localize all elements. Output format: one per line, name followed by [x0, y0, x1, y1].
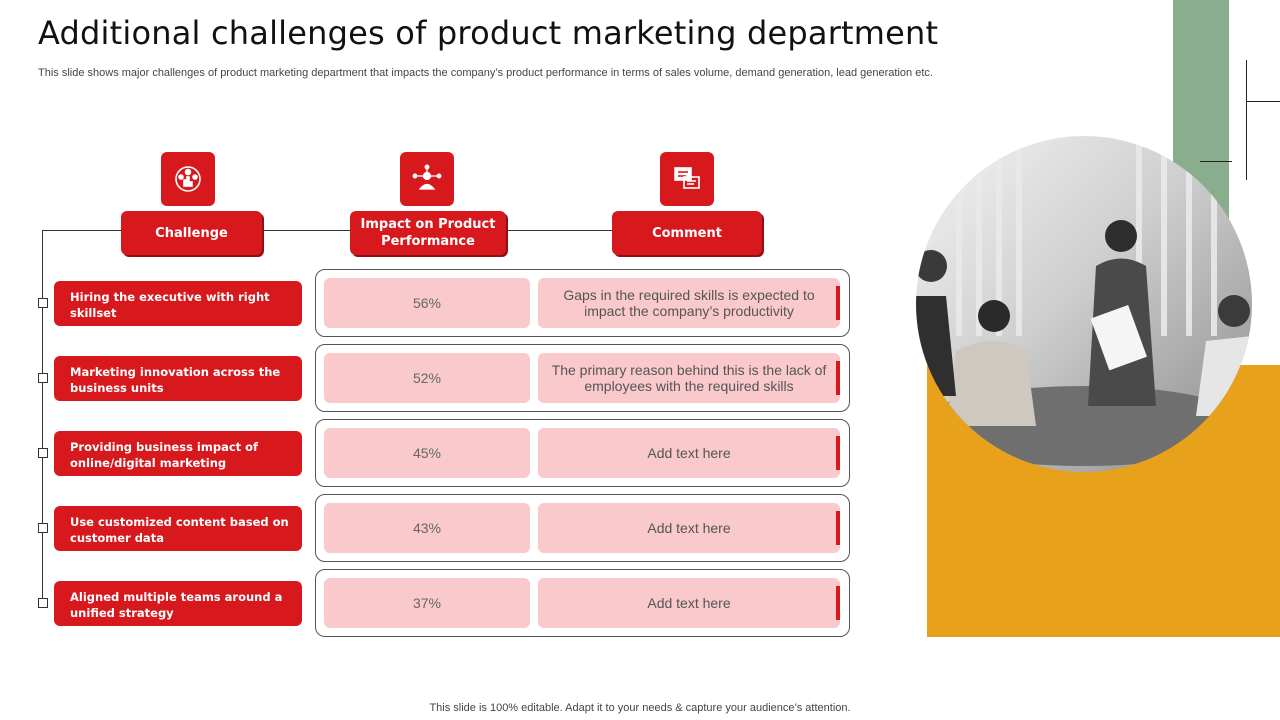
challenge-box: Marketing innovation across the business… — [54, 356, 302, 401]
impact-percent: 37% — [412, 595, 442, 611]
impact-percent-box: 43% — [324, 503, 530, 553]
header-impact: Impact on Product Performance — [350, 211, 506, 255]
challenge-text: Providing business impact of online/digi… — [70, 440, 259, 470]
decor-line-horizontal-1 — [1246, 101, 1280, 102]
comment-box: Add text here — [538, 428, 840, 478]
timeline-vertical-line — [42, 230, 43, 604]
decor-line-vertical — [1246, 60, 1247, 180]
network-person-icon — [400, 152, 454, 206]
row-marker — [38, 448, 48, 458]
comment-text: Add text here — [647, 445, 731, 461]
row-marker — [38, 373, 48, 383]
slide-subtitle: This slide shows major challenges of pro… — [38, 67, 933, 79]
impact-percent: 56% — [412, 295, 442, 311]
challenge-text: Hiring the executive with right skillset — [70, 290, 270, 320]
comment-box: Add text here — [538, 578, 840, 628]
comment-accent-bar — [836, 286, 840, 320]
challenge-box: Aligned multiple teams around a unified … — [54, 581, 302, 626]
comment-accent-bar — [836, 586, 840, 620]
impact-percent: 52% — [412, 370, 442, 386]
row-frame: 45% Add text here — [315, 419, 850, 487]
comment-box: The primary reason behind this is the la… — [538, 353, 840, 403]
challenge-text: Aligned multiple teams around a unified … — [70, 590, 283, 620]
comment-box: Gaps in the required skills is expected … — [538, 278, 840, 328]
comment-accent-bar — [836, 361, 840, 395]
comment-text: The primary reason behind this is the la… — [551, 362, 827, 394]
comment-text: Add text here — [647, 595, 731, 611]
comment-text: Add text here — [647, 520, 731, 536]
row-frame: 56% Gaps in the required skills is expec… — [315, 269, 850, 337]
slide-footer: This slide is 100% editable. Adapt it to… — [429, 702, 851, 714]
header-connector-right — [506, 230, 612, 231]
row-marker — [38, 523, 48, 533]
header-challenge-label: Challenge — [155, 225, 228, 241]
challenge-box: Use customized content based on customer… — [54, 506, 302, 551]
impact-percent: 43% — [412, 520, 442, 536]
comment-box: Add text here — [538, 503, 840, 553]
comment-accent-bar — [836, 436, 840, 470]
row-frame: 37% Add text here — [315, 569, 850, 637]
header-comment: Comment — [612, 211, 762, 255]
impact-percent-box: 56% — [324, 278, 530, 328]
impact-percent-box: 45% — [324, 428, 530, 478]
row-frame: 52% The primary reason behind this is th… — [315, 344, 850, 412]
challenge-text: Use customized content based on customer… — [70, 515, 289, 545]
row-marker — [38, 598, 48, 608]
meeting-photo — [916, 136, 1252, 472]
team-icon — [161, 152, 215, 206]
row-marker — [38, 298, 48, 308]
chat-icon — [660, 152, 714, 206]
comment-text: Gaps in the required skills is expected … — [563, 287, 815, 319]
challenge-text: Marketing innovation across the business… — [70, 365, 281, 395]
header-connector-left — [42, 230, 121, 231]
header-challenge: Challenge — [121, 211, 262, 255]
header-comment-label: Comment — [652, 225, 722, 241]
header-connector-mid — [262, 230, 350, 231]
impact-percent-box: 52% — [324, 353, 530, 403]
comment-accent-bar — [836, 511, 840, 545]
slide-title: Additional challenges of product marketi… — [38, 14, 939, 52]
header-impact-label-line2: Performance — [381, 234, 475, 249]
header-impact-label-line1: Impact on Product — [360, 217, 496, 232]
challenge-box: Hiring the executive with right skillset — [54, 281, 302, 326]
challenge-box: Providing business impact of online/digi… — [54, 431, 302, 476]
impact-percent: 45% — [412, 445, 442, 461]
impact-percent-box: 37% — [324, 578, 530, 628]
row-frame: 43% Add text here — [315, 494, 850, 562]
